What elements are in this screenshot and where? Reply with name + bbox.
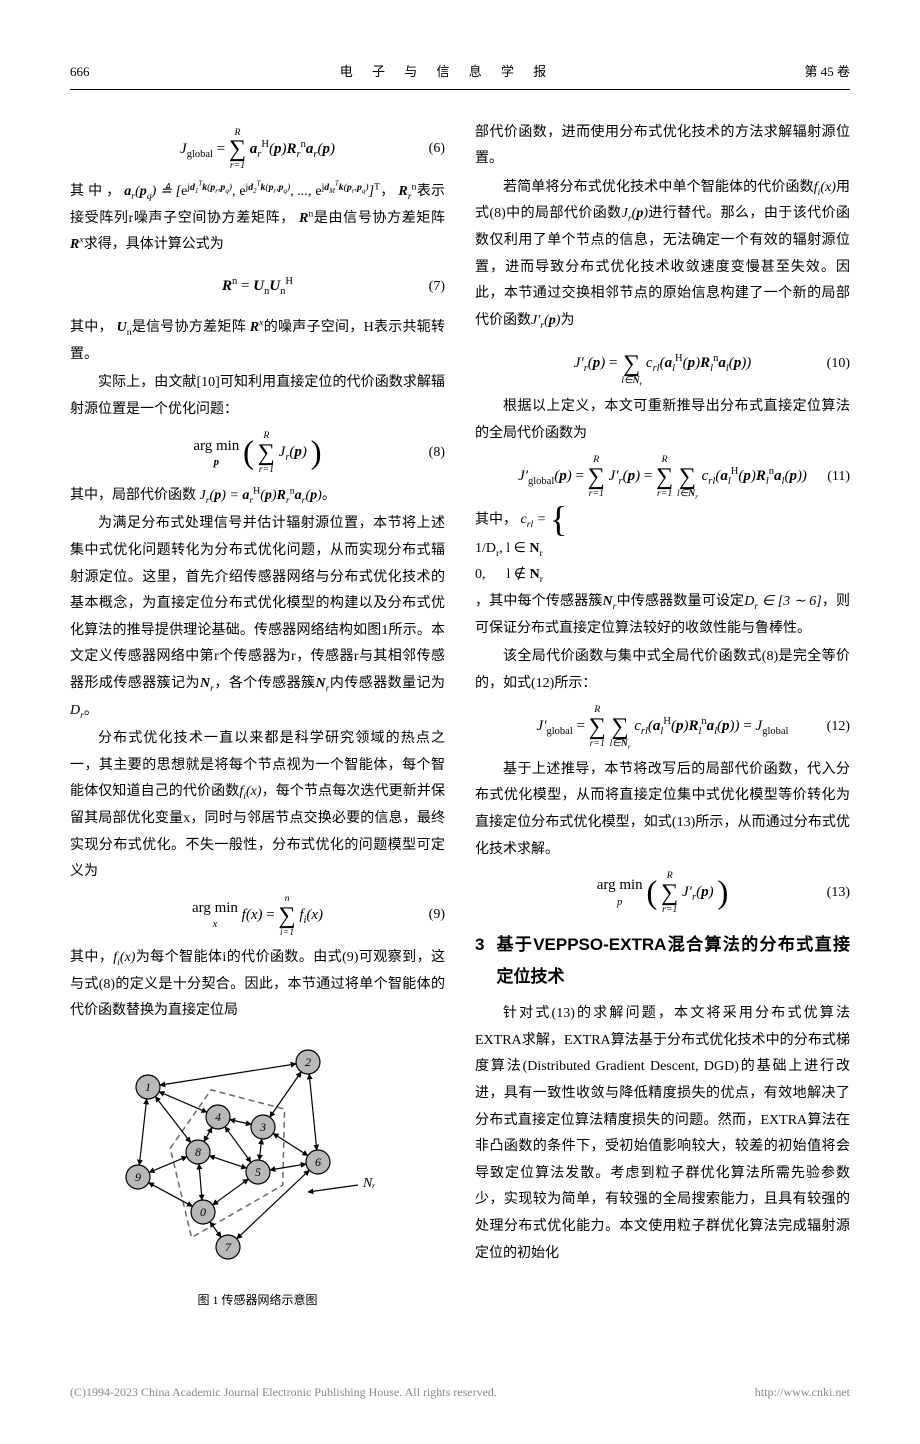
paragraph: 部代价函数，进而使用分布式优化技术的方法求解辐射源位置。 [475,120,850,173]
equation-9: arg minx f(x) = n∑i=1 fi(x) (9) [70,894,445,938]
equation-number: (10) [827,351,850,378]
page-number: 666 [70,60,90,85]
text: 。 [84,703,98,718]
paragraph: 其中， Un是信号协方差矩阵 Rx的噪声子空间，H表示共轭转置。 [70,315,445,368]
svg-text:5: 5 [255,1165,261,1179]
journal-title: 电 子 与 信 息 学 报 [340,60,555,85]
paragraph: 其中，局部代价函数 Jr(p) = arH(p)Rrnar(p)。 [70,483,445,510]
text: 其中， [70,950,113,965]
copyright-text: (C)1994-2023 China Academic Journal Elec… [70,1381,497,1404]
text: 是由信号协方差矩阵 [313,211,445,226]
text: 若简单将分布式优化技术中单个智能体的代价函数 [503,180,814,195]
paragraph: 针对式(13)的求解问题，本文将采用分布式优算法EXTRA求解，EXTRA算法基… [475,1001,850,1267]
equation-number: (8) [429,440,445,467]
text: 为满足分布式处理信号并估计辐射源位置，本节将上述集中式优化问题转化为分布式优化问… [70,516,445,691]
equation-8: arg minp ( R∑r=1 Jr(p) ) (8) [70,431,445,475]
equation-6: Jglobal = R∑r=1 arH(p)Rrnar(p) (6) [70,128,445,172]
equation-number: (12) [827,714,850,741]
section-3-heading: 3 基于VEPPSO-EXTRA混合算法的分布式直接定位技术 [475,929,850,994]
paragraph: 实际上，由文献[10]可知利用直接定位的代价函数求解辐射源位置是一个优化问题： [70,370,445,423]
svg-text:7: 7 [225,1240,232,1254]
page-footer: (C)1994-2023 China Academic Journal Elec… [70,1381,850,1404]
svg-text:1: 1 [145,1080,151,1094]
text: 其 中 ， [70,184,120,199]
footer-url: http://www.cnki.net [755,1381,850,1404]
paragraph: 为满足分布式处理信号并估计辐射源位置，本节将上述集中式优化问题转化为分布式优化问… [70,511,445,724]
paragraph: 分布式优化技术一直以来都是科学研究领域的热点之一，其主要的思想就是将每个节点视为… [70,726,445,886]
paragraph: 若简单将分布式优化技术中单个智能体的代价函数fi(x)用式(8)中的局部代价函数… [475,175,850,335]
text: 进行替代。那么，由于该代价函数仅利用了单个节点的信息，无法确定一个有效的辐射源位… [475,206,850,327]
svg-text:3: 3 [259,1120,266,1134]
svg-text:8: 8 [195,1145,201,1159]
svg-text:Nᵣ: Nᵣ [362,1176,376,1191]
section-number: 3 [475,929,484,994]
text: 内传感器数量记为 [329,676,445,691]
equation-11: J′global(p) = R∑r=1 J′r(p) = R∑r=1 ∑l∈Nr… [475,455,850,499]
equation-7: Rn = UnUnH (7) [70,267,445,307]
paragraph: 其 中 ， ar(pq) ≜ [ejd1Tk(pr,pq), ejd2Tk(pr… [70,179,445,259]
equation-12: J′global = R∑r=1 ∑l∈Nr crl(alH(p)Rlnal(p… [475,705,850,749]
text: 。 [322,488,336,503]
paragraph: 根据以上定义，本文可重新推导出分布式直接定位算法的全局代价函数为 [475,394,850,447]
volume-label: 第 45 卷 [804,60,850,85]
equation-number: (11) [827,464,850,491]
equation-number: (13) [827,880,850,907]
svg-text:2: 2 [305,1055,311,1069]
text: ，各个传感器簇 [214,676,316,691]
paragraph: 基于上述推导，本节将改写后的局部代价函数，代入分布式优化模型，从而将直接定位集中… [475,757,850,863]
text: 是信号协方差矩阵 [132,320,246,335]
text: 其中， [70,320,113,335]
paragraph: 该全局代价函数与集中式全局代价函数式(8)是完全等价的，如式(12)所示： [475,644,850,697]
svg-text:4: 4 [215,1110,221,1124]
text: 中传感器数量可设定 [617,594,745,609]
figure-1: 1 2 3 4 5 6 7 8 9 0 Nᵣ 图 1 传感器网络示意图 [70,1037,445,1311]
figure-caption: 图 1 传感器网络示意图 [70,1289,445,1312]
svg-text:9: 9 [135,1170,141,1184]
equation-10: J′r(p) = ∑l∈Nr crl(alH(p)Rlnal(p)) (10) [475,342,850,386]
equation-number: (9) [429,902,445,929]
text: 其中， [475,512,517,527]
equation-number: (7) [429,274,445,301]
svg-text:6: 6 [315,1155,321,1169]
paragraph: 其中， crl = { [475,507,850,534]
text: 为 [560,313,574,328]
paragraph: 其中，fi(x)为每个智能体i的代价函数。由式(9)可观察到，这与式(8)的定义… [70,945,445,1025]
text: ，其中每个传感器簇 [475,594,603,609]
page-header: 666 电 子 与 信 息 学 报 第 45 卷 [70,60,850,90]
equation-13: arg minp ( R∑r=1 J′r(p) ) (13) [475,871,850,915]
main-content: Jglobal = R∑r=1 arH(p)Rrnar(p) (6) 其 中 ，… [70,120,850,1312]
text: 其中，局部代价函数 [70,488,196,503]
text: 求得，具体计算公式为 [84,237,224,252]
sensor-network-diagram: 1 2 3 4 5 6 7 8 9 0 Nᵣ [108,1037,408,1272]
svg-text:0: 0 [200,1205,206,1219]
section-title-text: 基于VEPPSO-EXTRA混合算法的分布式直接定位技术 [496,929,850,994]
equation-number: (6) [429,136,445,163]
